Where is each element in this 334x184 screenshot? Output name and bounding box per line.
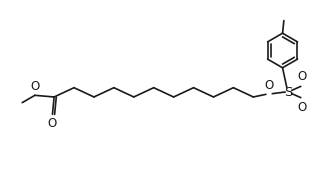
Text: O: O [265, 79, 274, 92]
Text: O: O [298, 101, 307, 114]
Text: O: O [298, 70, 307, 83]
Text: O: O [48, 117, 57, 130]
Text: O: O [30, 80, 39, 93]
Text: S: S [284, 86, 293, 98]
